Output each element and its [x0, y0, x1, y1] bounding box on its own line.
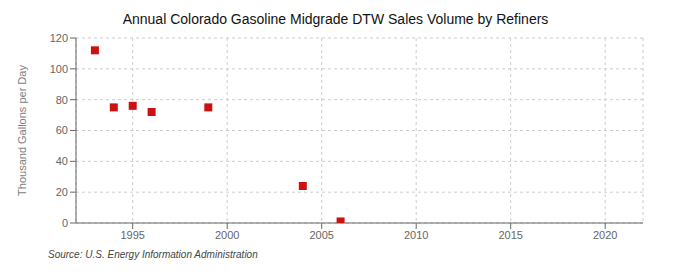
svg-text:2015: 2015 [498, 229, 522, 241]
svg-text:0: 0 [62, 217, 68, 229]
svg-text:60: 60 [56, 124, 68, 136]
svg-text:20: 20 [56, 186, 68, 198]
svg-text:2020: 2020 [593, 229, 617, 241]
svg-text:2000: 2000 [215, 229, 239, 241]
svg-text:2005: 2005 [309, 229, 333, 241]
svg-text:120: 120 [50, 32, 68, 44]
svg-text:40: 40 [56, 155, 68, 167]
html-text:Source: U.S. Energy Informatio: Source: U.S. Energy Information Administ… [48, 249, 258, 260]
svg-text:2010: 2010 [404, 229, 428, 241]
html-text:Annual Colorado Gasoline Midgr: Annual Colorado Gasoline Midgrade DTW Sa… [122, 11, 549, 27]
svg-text:100: 100 [50, 63, 68, 75]
svg-text:Thousand Gallons per Day: Thousand Gallons per Day [16, 65, 28, 196]
svg-text:80: 80 [56, 94, 68, 106]
svg-text:1995: 1995 [120, 229, 144, 241]
